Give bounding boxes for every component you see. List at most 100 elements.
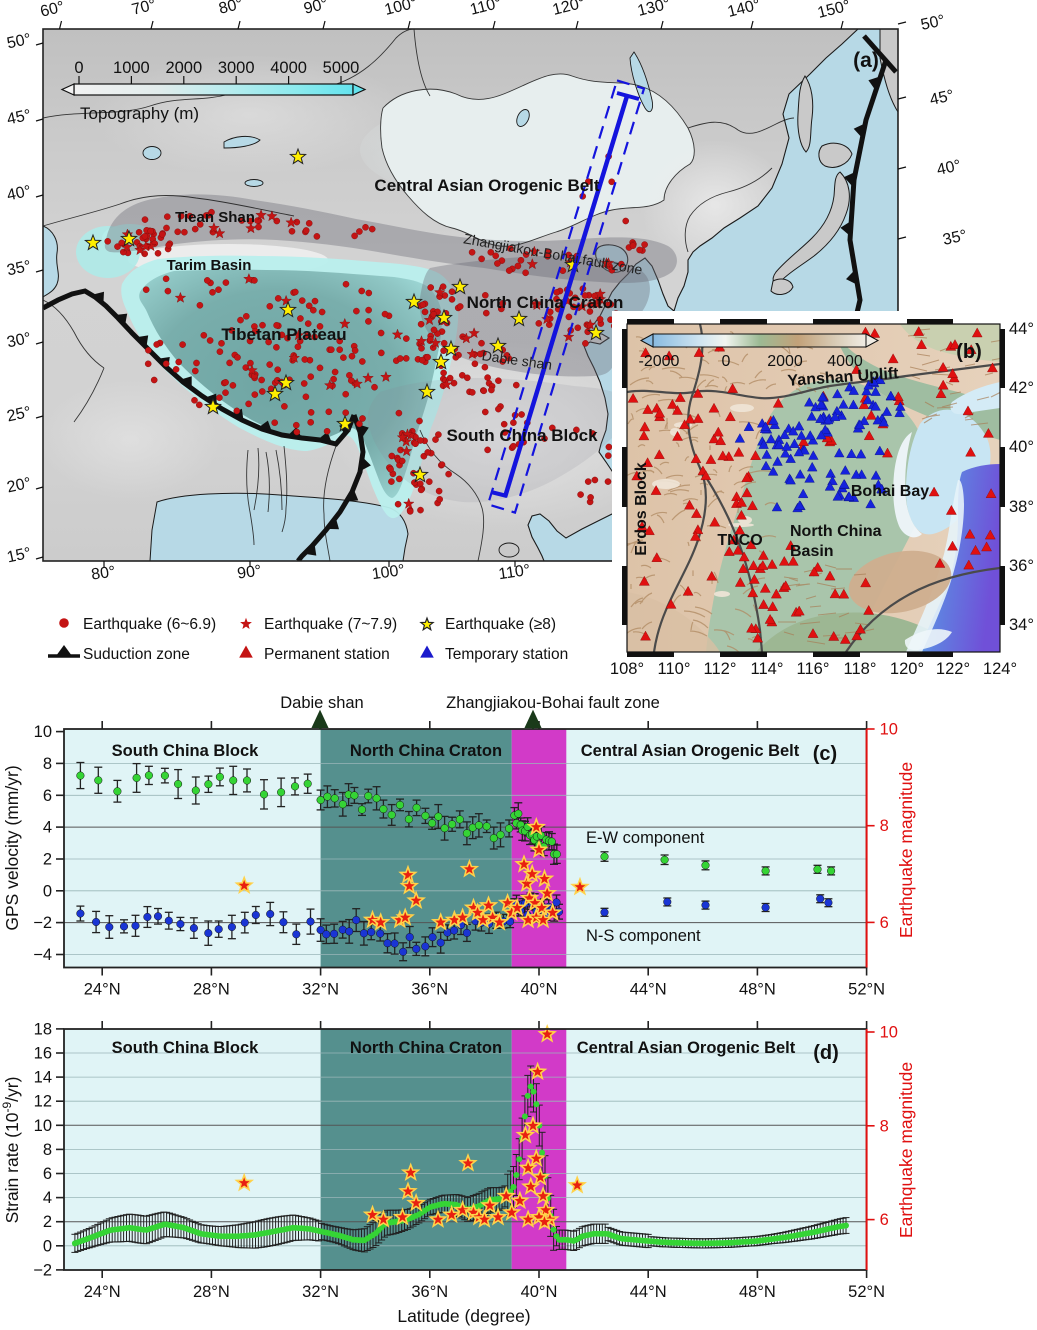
svg-text:124°: 124° [983, 660, 1017, 678]
svg-text:25°: 25° [5, 404, 32, 426]
svg-text:110°: 110° [658, 660, 691, 678]
svg-text:40°N: 40°N [521, 1283, 558, 1301]
svg-text:Bohai Bay: Bohai Bay [851, 483, 929, 500]
svg-text:TNCO: TNCO [717, 532, 762, 549]
svg-text:36°: 36° [1009, 557, 1034, 575]
svg-text:28°N: 28°N [193, 981, 230, 999]
svg-text:−2: −2 [33, 1261, 52, 1279]
svg-text:48°N: 48°N [739, 1283, 776, 1301]
svg-text:Central Asian Orogenic Belt: Central Asian Orogenic Belt [581, 742, 800, 760]
svg-text:140°: 140° [726, 0, 762, 21]
svg-text:6: 6 [880, 1211, 889, 1229]
svg-text:10: 10 [34, 723, 52, 741]
svg-text:108°: 108° [610, 660, 644, 678]
svg-text:5000: 5000 [323, 59, 360, 77]
svg-text:3000: 3000 [218, 59, 255, 77]
svg-text:52°N: 52°N [848, 981, 885, 999]
svg-text:32°N: 32°N [302, 1283, 339, 1301]
svg-text:2000: 2000 [165, 59, 202, 77]
svg-text:32°N: 32°N [302, 981, 339, 999]
svg-text:116°: 116° [797, 660, 830, 678]
svg-text:40°: 40° [5, 183, 32, 205]
svg-text:N-S component: N-S component [586, 927, 701, 945]
svg-text:(d): (d) [813, 1042, 839, 1064]
svg-text:6: 6 [880, 914, 889, 932]
svg-text:30°: 30° [5, 330, 32, 352]
svg-text:GPS velocity (mm/yr): GPS velocity (mm/yr) [2, 765, 22, 930]
svg-text:0: 0 [43, 1237, 52, 1255]
svg-text:-2000: -2000 [639, 353, 680, 370]
svg-text:80°: 80° [90, 563, 116, 583]
svg-text:8: 8 [880, 817, 889, 835]
svg-text:50°: 50° [919, 12, 946, 34]
svg-text:40°: 40° [935, 157, 962, 179]
svg-text:44°: 44° [1009, 320, 1034, 338]
svg-text:12: 12 [34, 1093, 52, 1111]
svg-text:100°: 100° [383, 0, 419, 19]
svg-text:60°: 60° [39, 0, 67, 21]
svg-text:44°N: 44°N [630, 981, 667, 999]
svg-text:45°: 45° [928, 87, 955, 109]
svg-text:0: 0 [74, 59, 83, 77]
svg-text:Tarim Basin: Tarim Basin [167, 257, 252, 274]
svg-text:(b): (b) [956, 341, 982, 363]
svg-text:South China Block: South China Block [446, 426, 598, 445]
svg-text:Strain rate (10-9/yr): Strain rate (10-9/yr) [0, 1077, 22, 1224]
svg-text:120°: 120° [890, 660, 924, 678]
svg-text:42°: 42° [1009, 379, 1034, 397]
svg-text:8: 8 [880, 1117, 889, 1135]
svg-text:24°N: 24°N [84, 981, 121, 999]
svg-text:120°: 120° [551, 0, 587, 19]
svg-text:Dabie shan: Dabie shan [280, 694, 363, 712]
svg-text:28°N: 28°N [193, 1283, 230, 1301]
svg-text:1000: 1000 [113, 59, 150, 77]
svg-text:36°N: 36°N [411, 981, 448, 999]
svg-text:10: 10 [34, 1117, 52, 1135]
svg-text:0: 0 [722, 353, 731, 370]
svg-text:4: 4 [43, 1189, 52, 1207]
svg-text:Suduction zone: Suduction zone [83, 646, 190, 663]
svg-text:E-W component: E-W component [586, 829, 705, 847]
svg-text:−2: −2 [33, 914, 52, 932]
svg-text:40°: 40° [1009, 438, 1034, 456]
svg-text:110°: 110° [497, 562, 531, 583]
svg-text:100°: 100° [371, 562, 406, 583]
svg-text:North China: North China [790, 523, 882, 540]
svg-text:114°: 114° [751, 660, 784, 678]
svg-text:Earthquake (6~6.9): Earthquake (6~6.9) [83, 616, 216, 633]
svg-text:24°N: 24°N [84, 1283, 121, 1301]
svg-text:2000: 2000 [767, 353, 803, 370]
svg-text:Basin: Basin [790, 543, 834, 560]
svg-text:10: 10 [880, 1024, 898, 1042]
svg-text:2: 2 [43, 1213, 52, 1231]
svg-text:Topography (m): Topography (m) [80, 104, 199, 123]
svg-text:South China Block: South China Block [112, 1039, 259, 1057]
svg-text:Central Asian Orogenic Belt: Central Asian Orogenic Belt [374, 176, 599, 195]
svg-text:Earthquake (7~7.9): Earthquake (7~7.9) [264, 616, 397, 633]
svg-text:35°: 35° [5, 258, 32, 280]
svg-text:0: 0 [43, 882, 52, 900]
svg-text:Earthquake magnitude: Earthquake magnitude [896, 762, 916, 938]
svg-text:North China Craton: North China Craton [350, 1039, 502, 1057]
svg-text:Tiean Shan: Tiean Shan [175, 209, 255, 226]
svg-text:90°: 90° [302, 0, 330, 18]
svg-text:38°: 38° [1009, 498, 1034, 516]
svg-text:80°: 80° [217, 0, 245, 18]
svg-text:(a): (a) [853, 49, 879, 72]
svg-text:4: 4 [43, 819, 52, 837]
svg-text:16: 16 [34, 1045, 52, 1063]
svg-text:−4: −4 [33, 946, 52, 964]
svg-text:South China Block: South China Block [112, 742, 259, 760]
svg-text:North China Craton: North China Craton [350, 742, 502, 760]
svg-text:Earthquake magnitude: Earthquake magnitude [896, 1062, 916, 1238]
svg-text:Temporary station: Temporary station [445, 646, 568, 663]
svg-text:40°N: 40°N [521, 981, 558, 999]
svg-text:34°: 34° [1009, 616, 1034, 634]
svg-text:8: 8 [43, 755, 52, 773]
svg-text:48°N: 48°N [739, 981, 776, 999]
svg-text:Latitude (degree): Latitude (degree) [397, 1306, 530, 1326]
svg-text:35°: 35° [941, 227, 968, 249]
svg-text:Tibetan Plateau: Tibetan Plateau [221, 325, 346, 344]
svg-text:2: 2 [43, 851, 52, 869]
svg-text:150°: 150° [816, 0, 852, 22]
